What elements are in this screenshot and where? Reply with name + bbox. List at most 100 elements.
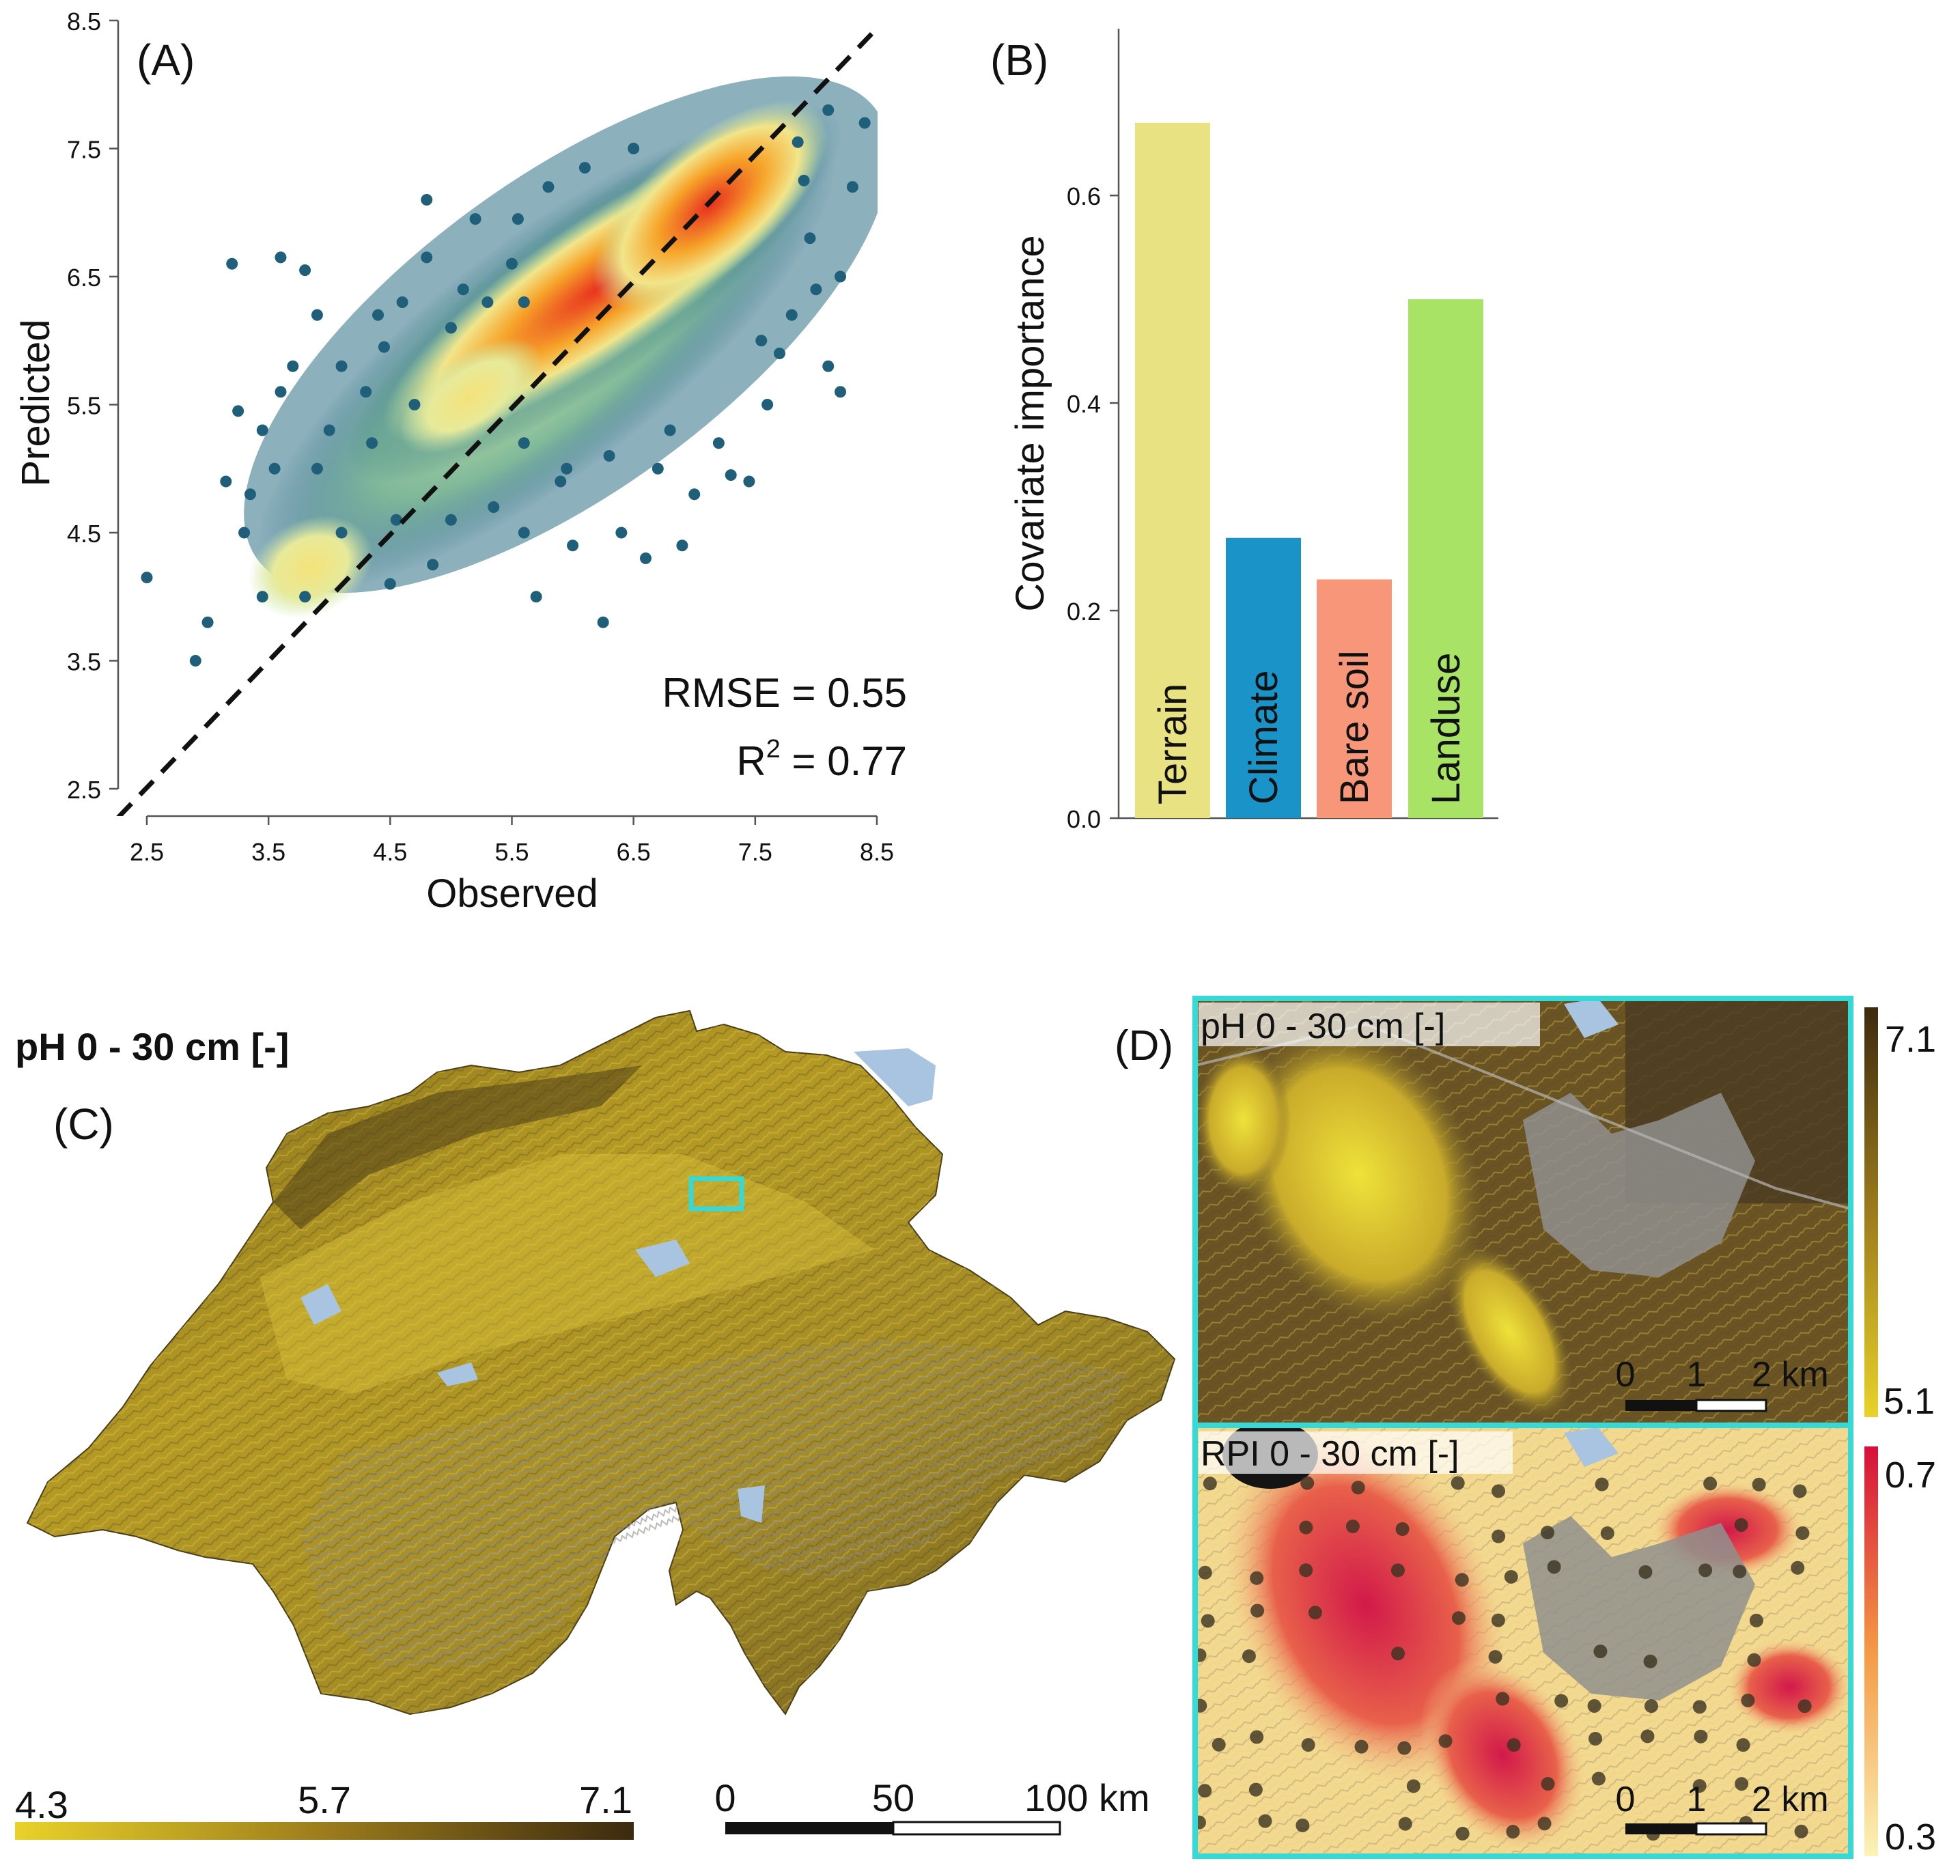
a-scatter-point	[335, 527, 348, 539]
a-scatter-point	[512, 213, 524, 225]
d-top-urban	[1523, 1093, 1755, 1277]
a-scatter-point	[518, 527, 530, 539]
a-scatter-point	[311, 462, 323, 475]
a-y-tick-label: 2.5	[67, 776, 101, 804]
d-sample-point	[1587, 1698, 1601, 1713]
a-scatter-point	[725, 469, 737, 481]
a-scatter-point	[578, 162, 591, 174]
panel-b-label: (B)	[990, 36, 1048, 85]
d-rpi-legend-min: 0.3	[1885, 1817, 1936, 1858]
a-scatter-point	[220, 475, 232, 488]
d-sample-point	[1296, 1818, 1310, 1832]
a-scatter-point	[530, 591, 542, 603]
d-sample-point	[1640, 1729, 1655, 1744]
a-scatter-point	[299, 264, 311, 277]
d-sample-point	[1451, 1611, 1466, 1625]
d-sample-point	[1506, 1825, 1520, 1839]
a-scatter-point	[652, 462, 664, 475]
b-bar-bare-soil	[1317, 579, 1392, 818]
d-sample-point	[1795, 1526, 1810, 1540]
a-scatter-point	[743, 475, 755, 488]
d-sample-point	[1507, 1738, 1521, 1752]
c-scalebar-black	[725, 1822, 893, 1834]
a-scatter-point	[518, 437, 530, 449]
d-bottom-hot-e	[1728, 1639, 1851, 1735]
d-rpi-color-ramp	[1864, 1446, 1878, 1856]
a-scatter-point	[299, 591, 311, 603]
d-top-ridge-3	[1195, 1045, 1291, 1195]
d-ph-legend-min: 5.1	[1884, 1381, 1935, 1422]
a-scatter-point	[445, 514, 457, 526]
a-density-low-cluster	[248, 515, 374, 619]
d-sample-point	[1195, 1648, 1207, 1662]
d-sample-point	[1203, 1476, 1217, 1491]
d-sample-point	[1692, 1779, 1707, 1793]
d-sample-point	[1703, 1476, 1718, 1491]
c-lake-lucerne	[635, 1240, 690, 1277]
d-rpi-legend-max: 0.7	[1885, 1455, 1936, 1496]
a-density-cloud	[244, 76, 878, 619]
a-scatter-point	[469, 213, 481, 225]
panel-a: (A) 2.5 3.5 4.5 5.5 6.5 7.5 8.5 2.5 3.5 4.5 5.5 6.…	[14, 8, 907, 916]
d-sample-point	[1248, 1782, 1263, 1797]
d-sample-point	[1735, 1777, 1749, 1791]
d-sample-point	[1541, 1777, 1555, 1791]
d-sample-point	[1492, 1529, 1506, 1543]
d-sample-point	[1692, 1700, 1707, 1714]
d-sample-point	[1733, 1565, 1747, 1579]
d-sample-point	[1299, 1563, 1313, 1578]
b-bar-terrain	[1135, 122, 1210, 818]
d-sample-point	[1345, 1520, 1360, 1534]
a-scatter-point	[846, 181, 858, 193]
b-y-axis-title: Covariate importance	[1008, 235, 1052, 611]
a-x-tick-label: 3.5	[251, 838, 285, 866]
a-r2-letter: R	[736, 738, 766, 784]
a-r2-annotation: R2 = 0.77	[736, 735, 907, 784]
a-scatter-point	[189, 655, 201, 667]
a-scatter-point	[287, 360, 299, 372]
d-top-title: pH 0 - 30 cm [-]	[1201, 1007, 1445, 1046]
a-scatter-point	[311, 309, 323, 321]
a-scatter-point	[804, 232, 816, 244]
d-sample-point	[1488, 1650, 1502, 1664]
a-scatter-point	[275, 251, 287, 264]
b-y-tick-label: 0.6	[1067, 182, 1101, 210]
panel-a-label: (A)	[137, 36, 195, 85]
d-bottom-scale-0: 0	[1616, 1780, 1636, 1819]
d-top-lake	[1564, 998, 1619, 1038]
a-scatter-point	[384, 578, 396, 590]
a-x-ticks: 2.5 3.5 4.5 5.5 6.5 7.5 8.5	[130, 816, 894, 866]
a-density-mid-cluster	[400, 338, 543, 454]
d-sample-point	[1797, 1699, 1812, 1713]
a-scatter-point	[761, 399, 774, 410]
panel-d: (D) pH 0 - 30 cm [-] 0 1 2 km	[1115, 996, 1936, 1859]
b-bar-label: Bare soil	[1332, 650, 1377, 804]
d-sample-point	[1299, 1520, 1313, 1535]
panel-b: (B) 0.0 0.2 0.4 0.6 Terrain Climate Bare soil…	[990, 29, 1498, 833]
a-scatter-point	[372, 309, 384, 321]
d-sample-point	[1749, 1613, 1763, 1627]
c-jura	[273, 1065, 642, 1229]
d-sample-point	[1741, 1693, 1755, 1707]
d-sample-point	[1638, 1565, 1653, 1579]
d-bottom-lake	[1564, 1427, 1619, 1467]
d-top-map: pH 0 - 30 cm [-] 0 1 2 km	[1195, 998, 1851, 1423]
a-x-tick-label: 8.5	[860, 838, 894, 866]
a-rmse-annotation: RMSE = 0.55	[662, 670, 907, 716]
d-sample-point	[1593, 1644, 1608, 1659]
d-sample-point	[1451, 1476, 1465, 1490]
c-scale-100: 100 km	[1024, 1776, 1150, 1819]
a-scatter-point	[427, 559, 439, 571]
d-sample-point	[1694, 1729, 1708, 1744]
d-sample-point	[1644, 1699, 1658, 1713]
a-scatter-point	[835, 270, 847, 283]
d-sample-point	[1736, 1738, 1750, 1752]
d-top-scale-2: 2 km	[1752, 1355, 1829, 1395]
a-scatter-point	[366, 437, 378, 449]
a-r2-value: = 0.77	[781, 738, 907, 784]
d-sample-point	[1198, 1784, 1212, 1798]
a-scatter-point	[421, 194, 433, 206]
a-scatter-point	[396, 296, 408, 308]
b-bar-landuse	[1408, 299, 1483, 819]
